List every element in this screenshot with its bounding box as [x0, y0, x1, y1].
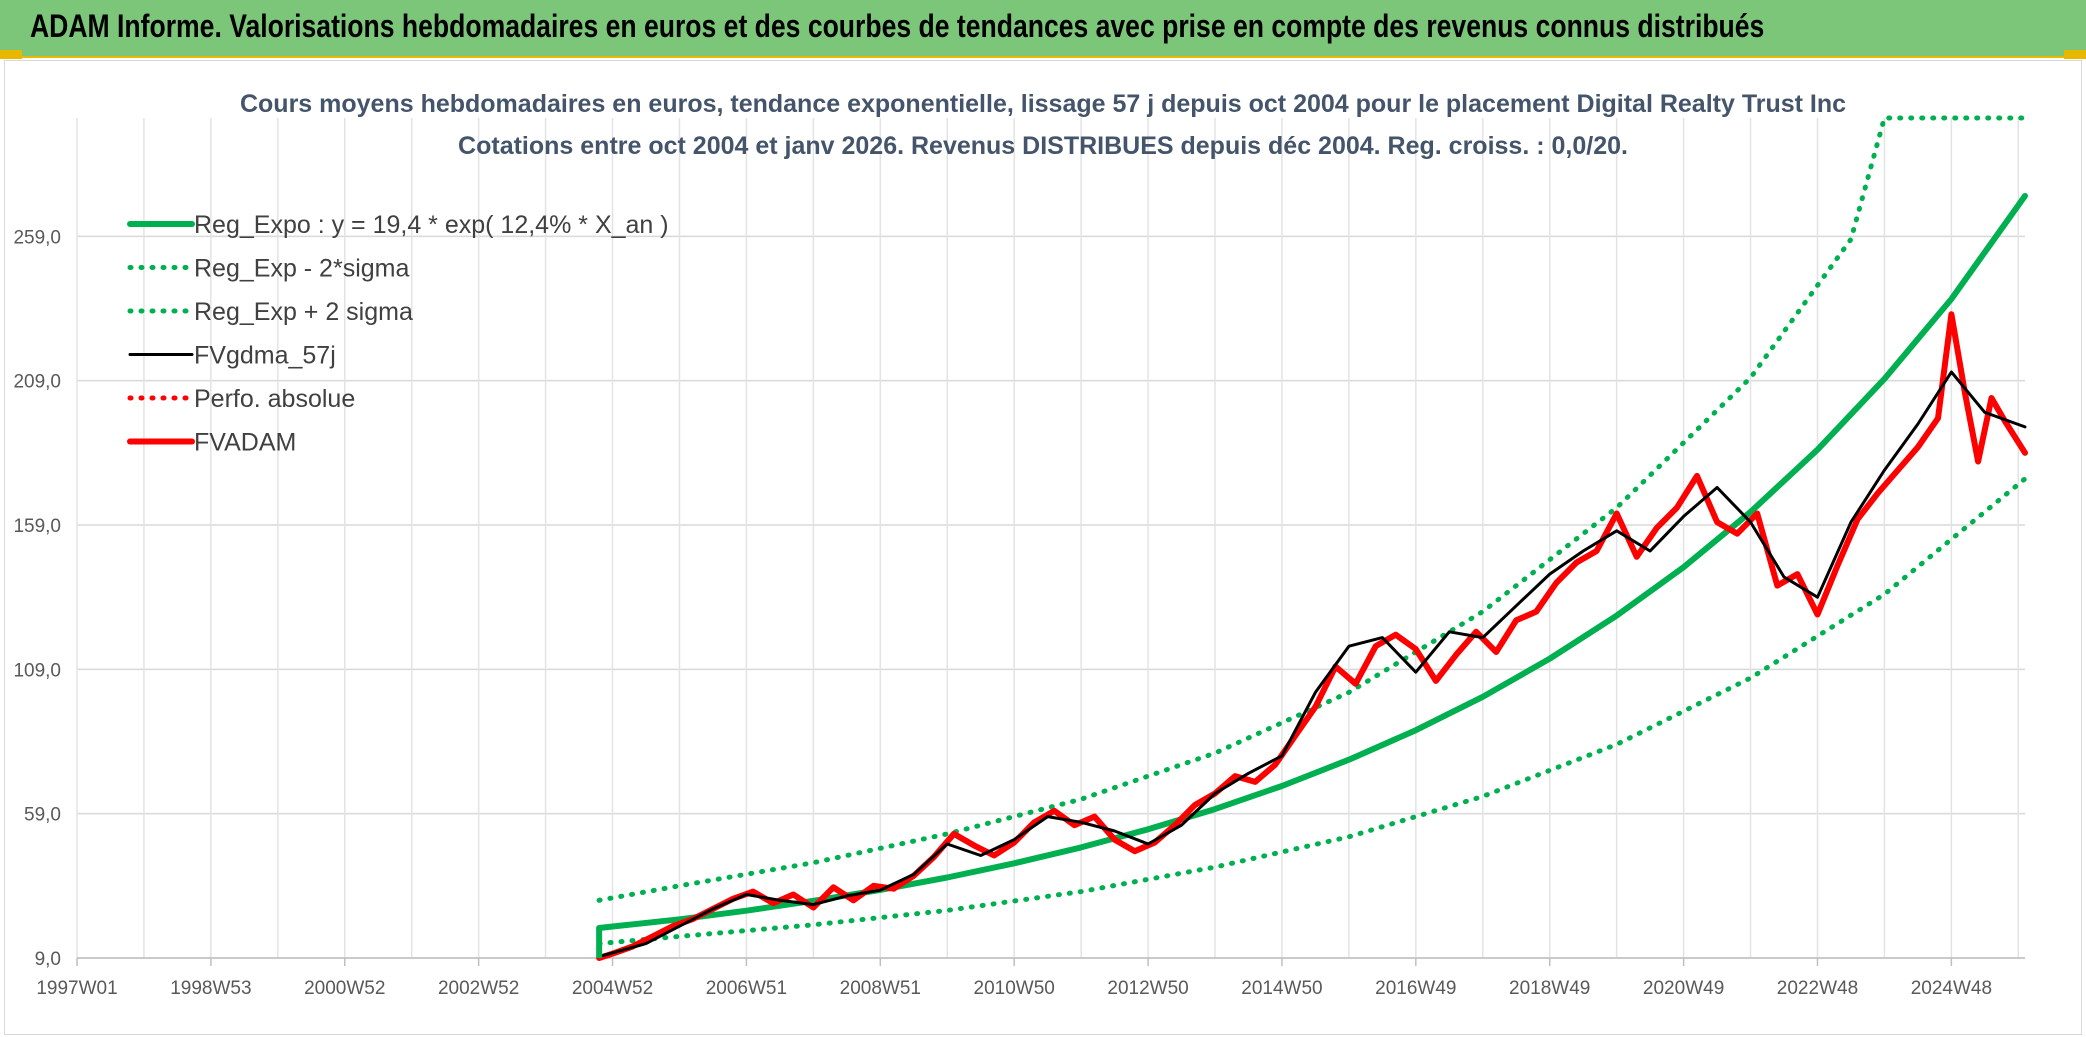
x-tick-label: 2020W49	[1643, 978, 1724, 999]
y-tick-label: 59,0	[24, 805, 61, 826]
chart-legend: Reg_Expo : y = 19,4 * exp( 12,4% * X_an …	[127, 211, 669, 457]
x-tick-label: 2002W52	[438, 978, 519, 999]
x-tick-label: 2004W52	[572, 978, 653, 999]
x-tick-label: 2000W52	[304, 978, 385, 999]
x-tick-label: 2008W51	[840, 978, 921, 999]
x-tick-label: 2014W50	[1241, 978, 1322, 999]
legend-label: Perfo. absolue	[194, 385, 355, 413]
report-header: ADAM Informe. Valorisations hebdomadaire…	[0, 0, 2086, 58]
series-line-2	[596, 115, 2028, 903]
series-line-5	[596, 311, 2028, 961]
x-tick-label: 2022W48	[1777, 978, 1858, 999]
x-tick-label: 2018W49	[1509, 978, 1590, 999]
series-line-0	[596, 192, 2028, 931]
chart-title: Cours moyens hebdomadaires en euros, ten…	[240, 90, 1846, 118]
x-tick-label: 2024W48	[1911, 978, 1992, 999]
x-tick-label: 1998W53	[170, 978, 251, 999]
chart-subtitle: Cotations entre oct 2004 et janv 2026. R…	[458, 132, 1628, 160]
chart-series	[596, 115, 2028, 961]
x-tick-label: 2016W49	[1375, 978, 1456, 999]
x-tick-label: 1997W01	[36, 978, 117, 999]
x-tick-label: 2010W50	[974, 978, 1055, 999]
legend-label: Reg_Exp - 2*sigma	[194, 255, 409, 283]
x-tick-label: 2006W51	[706, 978, 787, 999]
legend-label: Reg_Expo : y = 19,4 * exp( 12,4% * X_an …	[194, 211, 669, 239]
x-tick-label: 2012W50	[1107, 978, 1188, 999]
y-tick-label: 159,0	[13, 516, 61, 537]
y-tick-label: 259,0	[13, 227, 61, 248]
report-title: ADAM Informe. Valorisations hebdomadaire…	[30, 8, 1765, 44]
chart-area	[4, 60, 2082, 1035]
y-tick-label: 109,0	[13, 660, 61, 681]
header-accent-left	[0, 50, 22, 59]
series-line-3	[597, 370, 2027, 959]
chart-grid	[76, 118, 2025, 959]
y-tick-label: 209,0	[13, 372, 61, 393]
legend-label: Reg_Exp + 2 sigma	[194, 298, 413, 326]
legend-label: FVADAM	[194, 429, 296, 457]
header-accent-right	[2064, 50, 2086, 59]
y-tick-label: 9,0	[35, 949, 61, 970]
legend-label: FVgdma_57j	[194, 342, 336, 370]
chart-axes: 9,0 59,0 109,0 159,0 209,0 259,0 1997W01 1998W5…	[13, 227, 2025, 999]
